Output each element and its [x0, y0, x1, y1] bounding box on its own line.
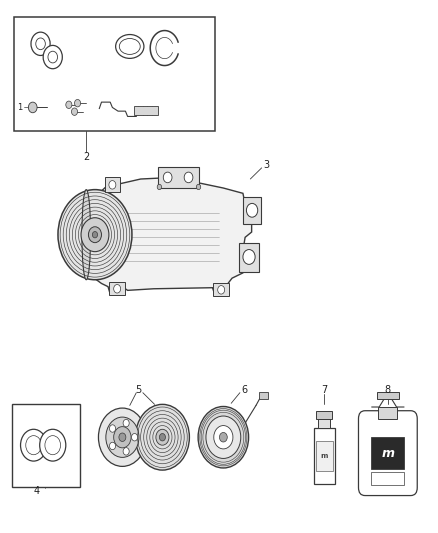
Circle shape [36, 38, 46, 50]
Circle shape [88, 227, 102, 243]
Circle shape [40, 429, 66, 461]
Bar [243, 197, 261, 224]
Circle shape [31, 32, 50, 55]
Bar [317, 411, 332, 419]
Bar [371, 437, 404, 469]
Circle shape [71, 108, 78, 115]
Bar [314, 428, 335, 484]
Text: 2: 2 [83, 152, 89, 161]
Bar [105, 177, 120, 192]
Circle shape [45, 435, 60, 455]
Bar [259, 392, 268, 399]
Circle shape [218, 286, 225, 294]
Text: 8: 8 [385, 384, 391, 394]
Circle shape [109, 181, 116, 189]
Ellipse shape [82, 190, 91, 280]
Text: 4: 4 [34, 486, 40, 496]
Circle shape [131, 433, 138, 441]
Circle shape [135, 405, 189, 470]
Circle shape [247, 204, 258, 217]
Circle shape [48, 51, 57, 63]
Text: 5: 5 [135, 384, 141, 394]
Circle shape [119, 433, 126, 441]
Text: 6: 6 [241, 384, 247, 394]
Circle shape [106, 417, 139, 457]
Circle shape [74, 100, 81, 107]
Circle shape [159, 433, 166, 441]
Bar [371, 472, 404, 485]
Circle shape [214, 425, 233, 449]
Circle shape [28, 102, 37, 113]
Circle shape [206, 416, 241, 458]
Bar [316, 441, 333, 471]
Circle shape [184, 172, 193, 183]
Text: 1: 1 [18, 103, 23, 112]
Bar [14, 17, 215, 131]
Circle shape [219, 432, 227, 442]
Circle shape [110, 442, 116, 450]
Circle shape [157, 184, 162, 190]
Bar [109, 282, 125, 295]
Text: 7: 7 [321, 384, 328, 394]
Circle shape [243, 249, 255, 264]
Circle shape [110, 425, 116, 432]
Ellipse shape [119, 38, 140, 54]
Bar [377, 392, 399, 399]
Text: m: m [321, 454, 328, 459]
Circle shape [43, 45, 62, 69]
Circle shape [123, 448, 129, 455]
Text: 3: 3 [264, 160, 270, 169]
Circle shape [66, 101, 72, 109]
Circle shape [92, 231, 98, 238]
Bar [378, 407, 397, 419]
Circle shape [58, 190, 132, 280]
Circle shape [21, 429, 47, 461]
Circle shape [114, 426, 131, 448]
Circle shape [123, 419, 129, 427]
Circle shape [198, 407, 249, 468]
Circle shape [114, 285, 120, 293]
Circle shape [163, 172, 172, 183]
Bar [239, 243, 259, 272]
Circle shape [26, 435, 42, 455]
Bar [12, 405, 80, 487]
Bar [213, 284, 230, 296]
Ellipse shape [116, 35, 144, 59]
Bar [134, 106, 158, 115]
Circle shape [196, 184, 201, 190]
Circle shape [99, 408, 146, 466]
Text: m: m [381, 447, 394, 459]
Bar [158, 167, 199, 188]
Circle shape [156, 429, 169, 445]
Circle shape [81, 217, 109, 252]
Polygon shape [86, 177, 252, 294]
Bar [318, 419, 330, 428]
FancyBboxPatch shape [358, 411, 417, 496]
